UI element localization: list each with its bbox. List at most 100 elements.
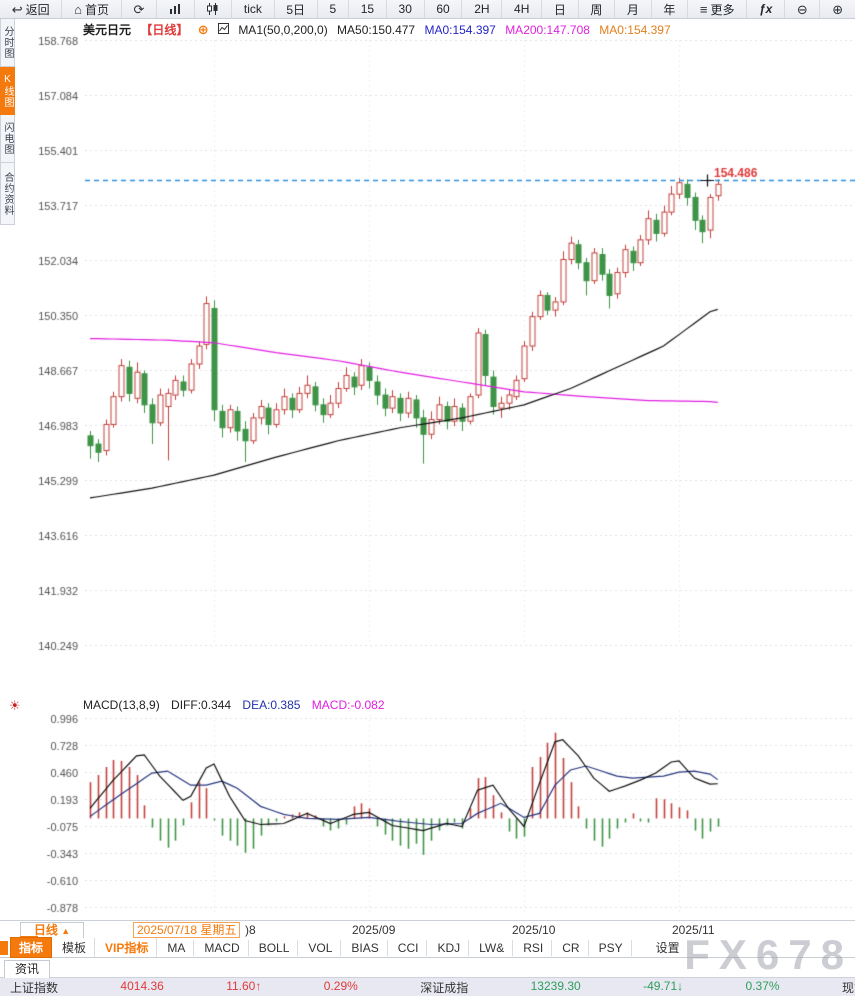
axis-month-label: 2025/11 <box>672 923 715 937</box>
main-candlestick-chart[interactable] <box>17 33 855 697</box>
period-day-button[interactable]: 日 <box>542 0 579 18</box>
macd-header: MACD(13,8,9) DIFF:0.344 DEA:0.385 MACD:-… <box>83 698 393 712</box>
period-week-button[interactable]: 周 <box>579 0 616 18</box>
fx-icon: ƒx <box>758 2 773 16</box>
home-icon: ⌂ <box>74 1 82 17</box>
macd-dea-value: DEA:0.385 <box>242 698 301 712</box>
ticker-name: 深证成指 <box>420 980 469 995</box>
bar-chart-icon <box>169 3 182 15</box>
indicator-tab-bar: 指标 模板 VIP指标 MA MACD BOLL VOL BIAS CCI KDJ LW& RSI CR… <box>0 937 855 958</box>
ticker-name: 上证指数 <box>10 980 59 995</box>
ma-settings-label: MA1(50,0,200,0) <box>238 23 328 37</box>
period-4h-button[interactable]: 4H <box>502 0 543 18</box>
indicator-tab-RSI[interactable]: RSI <box>515 939 553 956</box>
indicator-tab-MACD[interactable]: MACD <box>196 939 249 956</box>
toolbar-label: 2H <box>474 2 490 16</box>
ticker-value: 13239.30 <box>530 978 581 993</box>
macd-hist-value: MACD:-0.082 <box>311 698 385 712</box>
period-month-button[interactable]: 月 <box>615 0 652 18</box>
indicator-tab-指标[interactable]: 指标 <box>10 937 53 958</box>
toolbar-label: tick <box>243 2 262 16</box>
zoom-out-icon: ⊖ <box>796 1 808 17</box>
indicator-tab-BIAS[interactable]: BIAS <box>343 939 388 956</box>
menu-icon: ≡ <box>699 1 708 17</box>
ma200-value: MA200:147.708 <box>505 23 590 37</box>
axis-partial-month-label: )8 <box>245 923 256 937</box>
toolbar-label: 60 <box>436 2 450 16</box>
top-toolbar: ↩ 返回 ⌂ 首页 ⟳ tick 5日 5 15 30 60 2H 4H 日周月年 ≡ 更多 ƒx ⊖ ⊕ <box>0 0 855 19</box>
ma0-orange-value: MA0:154.397 <box>599 23 671 37</box>
indicator-tab-LW&[interactable]: LW& <box>471 939 514 956</box>
toolbar-label: 年 <box>663 2 676 17</box>
ma0-blue-value: MA0:154.397 <box>424 23 496 37</box>
toolbar-label: 5 <box>329 2 337 16</box>
add-indicator-icon[interactable]: ⊕ <box>197 22 209 37</box>
zoom-in-icon: ⊕ <box>832 1 844 17</box>
rail-tab-2[interactable]: K线图 <box>0 67 15 115</box>
toolbar-label: 日 <box>553 2 566 17</box>
chart-type-rail: 分时图 K线图 闪电图 合约资料 <box>0 19 17 225</box>
indicator-bar-edge <box>0 940 8 955</box>
ma50-value: MA50:150.477 <box>337 23 416 37</box>
period-2h-button[interactable]: 2H <box>462 0 503 18</box>
period-60m-button[interactable]: 60 <box>425 0 463 18</box>
rail-tab-4[interactable]: 合约资料 <box>0 163 15 225</box>
ticker-change: 11.60↑ <box>226 978 262 993</box>
toolbar-label: 周 <box>590 2 603 17</box>
ticker-percent: 0.29% <box>323 978 358 993</box>
period-30m-button[interactable]: 30 <box>387 0 425 18</box>
macd-diff-value: DIFF:0.344 <box>171 698 232 712</box>
indicator-tab-VOL[interactable]: VOL <box>300 939 342 956</box>
period-15m-button[interactable]: 15 <box>349 0 387 18</box>
toolbar-label: 首页 <box>85 2 110 17</box>
toolbar-label: 15 <box>360 2 375 16</box>
indicator-settings-icon[interactable]: ☀ <box>9 698 21 713</box>
toolbar-label: 30 <box>398 2 412 16</box>
more-button[interactable]: ≡ 更多 <box>688 0 748 18</box>
back-button[interactable]: ↩ 返回 <box>0 0 63 18</box>
macd-title: MACD(13,8,9) <box>83 698 160 712</box>
zoom-in-button[interactable]: ⊕ <box>820 0 854 18</box>
indicator-tab-KDJ[interactable]: KDJ <box>429 939 470 956</box>
axis-month-label: 2025/10 <box>512 923 556 937</box>
toolbar-label: 5日 <box>286 2 306 17</box>
macd-panel[interactable] <box>17 700 855 920</box>
formula-button[interactable]: ƒx <box>747 0 786 18</box>
chart-type-icon <box>217 23 229 37</box>
toolbar-label: 4H <box>514 2 530 16</box>
home-button[interactable]: ⌂ 首页 <box>62 0 122 18</box>
indicator-tab-MA[interactable]: MA <box>159 939 195 956</box>
period-5d-button[interactable]: 5日 <box>275 0 318 18</box>
zoom-out-button[interactable]: ⊖ <box>785 0 821 18</box>
period-tick-button[interactable]: tick <box>232 0 275 18</box>
chart-region: 美元日元 【日线】 ⊕ MA1(50,0,200,0) MA50:150.477… <box>17 19 855 920</box>
symbol-name: 美元日元 <box>83 23 132 37</box>
rail-tab-3[interactable]: 闪电图 <box>0 115 15 163</box>
triangle-up-icon: ▲ <box>61 926 71 936</box>
news-tab-row: 资讯 <box>0 958 855 978</box>
toolbar-label: 返回 <box>25 2 50 17</box>
bar-chart-button[interactable] <box>157 0 195 18</box>
indicator-tab-模板[interactable]: 模板 <box>54 938 96 957</box>
refresh-button[interactable]: ⟳ <box>122 0 158 18</box>
toolbar-label: 月 <box>626 2 639 17</box>
rail-tab-1[interactable]: 分时图 <box>0 19 15 67</box>
indicator-tab-设置[interactable]: 设置 <box>655 941 680 955</box>
indicator-tab-VIP指标[interactable]: VIP指标 <box>97 938 158 957</box>
candlestick-button[interactable] <box>195 0 233 18</box>
ticker-percent: 0.37% <box>745 978 780 993</box>
period-5m-button[interactable]: 5 <box>318 0 349 18</box>
axis-month-label: 2025/09 <box>352 923 396 937</box>
ticker-value: 4014.36 <box>120 978 164 993</box>
period-label: 【日线】 <box>140 23 189 37</box>
indicator-tab-CR[interactable]: CR <box>554 939 589 956</box>
candlestick-icon <box>206 3 219 15</box>
period-year-button[interactable]: 年 <box>652 0 689 18</box>
indicator-tab-PSY[interactable]: PSY <box>591 939 632 956</box>
chart-header: 美元日元 【日线】 ⊕ MA1(50,0,200,0) MA50:150.477… <box>83 21 677 38</box>
toolbar-label: 更多 <box>710 2 735 17</box>
indicator-tab-CCI[interactable]: CCI <box>390 939 428 956</box>
indicator-tab-BOLL[interactable]: BOLL <box>251 939 299 956</box>
tab-news[interactable]: 资讯 <box>4 960 51 978</box>
